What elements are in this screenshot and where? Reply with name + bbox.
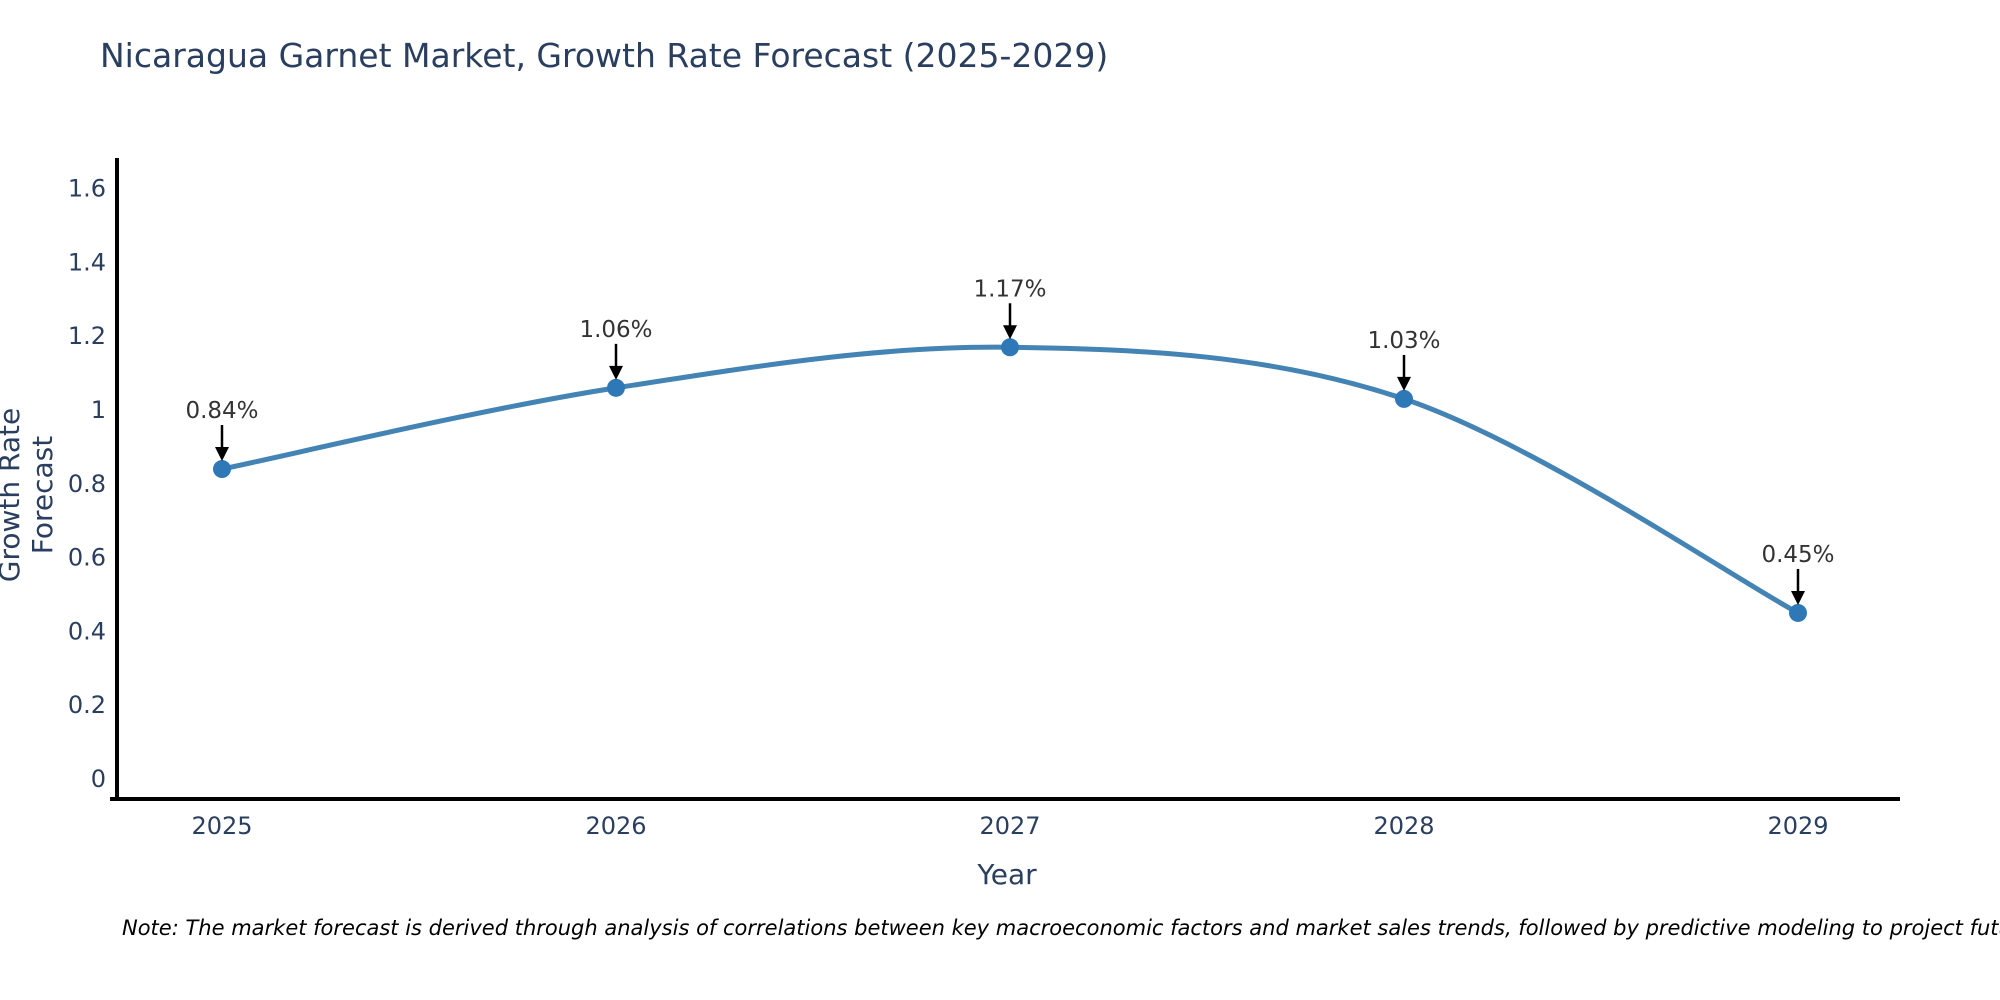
data-point-label: 1.03% (1367, 328, 1440, 354)
growth-rate-series (213, 338, 1807, 622)
axes (110, 158, 1900, 801)
y-tick-label: 0.2 (68, 691, 106, 719)
x-tick-label: 2025 (191, 812, 252, 840)
annotation-arrowhead (609, 365, 623, 380)
y-axis-title: Growth Rate Forecast (0, 407, 59, 583)
data-point-label: 0.84% (185, 398, 258, 424)
axis-tick-labels: 0 0.2 0.4 0.6 0.8 1 1.2 1.4 1.6 2025 2026 2027 2028 2… (68, 175, 1829, 840)
y-tick-label: 0.4 (68, 617, 106, 645)
data-point-marker (1789, 603, 1807, 622)
annotation-arrowhead (1791, 590, 1805, 605)
data-point-label: 0.45% (1761, 542, 1834, 568)
annotation-arrowhead (215, 447, 229, 462)
data-point-annotations: 0.84% 1.06% 1.17% 1.03% 0.45% (185, 276, 1835, 605)
annotation-arrowhead (1397, 376, 1411, 391)
data-point-marker (1395, 389, 1413, 408)
annotation-arrowhead (1003, 325, 1017, 340)
chart-title: Nicaragua Garnet Market, Growth Rate For… (100, 36, 1109, 75)
x-tick-label: 2029 (1767, 812, 1828, 840)
y-tick-label: 0 (91, 765, 106, 793)
trend-line (219, 344, 1801, 616)
y-tick-label: 0.6 (68, 544, 106, 572)
y-tick-label: 1.6 (68, 175, 106, 203)
x-axis-title: Year (977, 858, 1037, 891)
x-tick-label: 2028 (1373, 812, 1434, 840)
footnote: Note: The market forecast is derived thr… (122, 916, 2000, 940)
y-tick-label: 0.8 (68, 470, 106, 498)
y-tick-label: 1.4 (68, 248, 106, 276)
x-tick-label: 2027 (979, 812, 1040, 840)
y-tick-label: 1.2 (68, 322, 106, 350)
data-point-marker (213, 460, 231, 479)
data-point-label: 1.06% (579, 317, 652, 343)
data-point-marker (1001, 338, 1019, 357)
x-tick-label: 2026 (585, 812, 646, 840)
data-point-label: 1.17% (973, 276, 1046, 302)
y-tick-label: 1 (91, 396, 106, 424)
data-point-marker (607, 378, 625, 397)
